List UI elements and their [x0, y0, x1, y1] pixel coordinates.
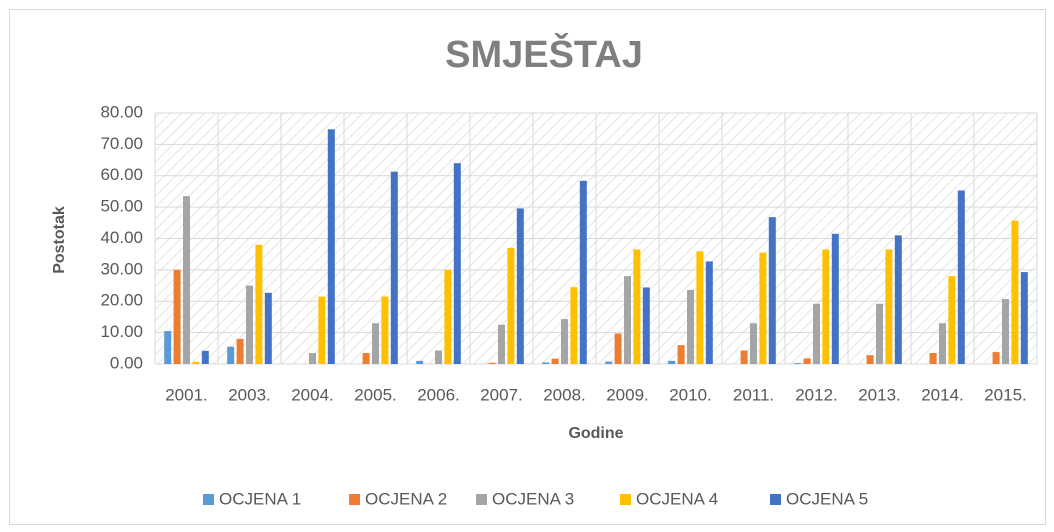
- bar: [372, 323, 379, 364]
- bar: [677, 345, 685, 364]
- bar: [390, 171, 398, 364]
- x-tick-label: 2009.: [606, 385, 649, 404]
- bar: [750, 323, 757, 364]
- bar: [516, 208, 524, 364]
- bar: [705, 261, 713, 364]
- x-tick-label: 2013.: [858, 385, 901, 404]
- x-tick-label: 2001.: [165, 385, 208, 404]
- legend-swatch: [770, 494, 781, 505]
- bar: [929, 353, 937, 364]
- legend-label: OCJENA 1: [219, 489, 301, 508]
- bar: [1002, 299, 1009, 364]
- x-tick-label: 2006.: [417, 385, 460, 404]
- bar: [327, 129, 335, 364]
- bar: [183, 196, 190, 364]
- bar: [542, 362, 550, 364]
- bar: [642, 287, 650, 364]
- x-axis-label: Godine: [568, 425, 623, 442]
- legend-label: OCJENA 4: [636, 489, 718, 508]
- legend-swatch: [203, 494, 214, 505]
- bar: [551, 358, 559, 364]
- bar: [570, 287, 578, 364]
- y-tick-label: 70.00: [100, 134, 143, 153]
- bar: [381, 296, 389, 364]
- bar: [488, 362, 496, 364]
- bar: [939, 323, 946, 364]
- x-tick-label: 2015.: [984, 385, 1027, 404]
- bar: [444, 269, 452, 364]
- legend-label: OCJENA 2: [365, 489, 447, 508]
- x-tick-label: 2012.: [795, 385, 838, 404]
- bar: [318, 296, 326, 364]
- bar: [605, 361, 613, 364]
- bar: [255, 244, 263, 364]
- bar: [416, 360, 424, 364]
- bar: [822, 249, 830, 364]
- bar: [1011, 220, 1019, 364]
- bar: [803, 358, 811, 364]
- x-tick-label: 2010.: [669, 385, 712, 404]
- y-tick-label: 80.00: [100, 102, 143, 121]
- bar: [236, 338, 244, 364]
- bar: [885, 249, 893, 364]
- bar: [768, 217, 776, 364]
- bar: [957, 190, 965, 364]
- bar: [561, 319, 568, 364]
- bar: [164, 331, 172, 364]
- bar: [579, 180, 587, 364]
- bar: [1020, 272, 1028, 364]
- bar: [831, 233, 839, 364]
- bar: [309, 353, 316, 364]
- bar: [668, 360, 676, 364]
- bar: [507, 247, 515, 364]
- y-tick-label: 60.00: [100, 165, 143, 184]
- bar: [740, 350, 748, 364]
- bar: [201, 350, 209, 364]
- x-tick-label: 2004.: [291, 385, 334, 404]
- legend-swatch: [620, 494, 631, 505]
- y-tick-label: 10.00: [100, 322, 143, 341]
- bar: [435, 350, 442, 364]
- bar: [696, 251, 704, 364]
- bar: [498, 324, 505, 364]
- x-tick-label: 2011.: [733, 385, 774, 404]
- bar: [992, 352, 1000, 364]
- x-tick-label: 2003.: [228, 385, 271, 404]
- bar: [894, 235, 902, 364]
- bar: [453, 163, 461, 364]
- x-tick-label: 2005.: [354, 385, 397, 404]
- bar: [192, 361, 200, 364]
- y-tick-label: 30.00: [100, 259, 143, 278]
- bar: [948, 276, 956, 364]
- bar: [362, 353, 370, 364]
- bar: [264, 292, 272, 364]
- bar: [227, 346, 235, 364]
- bar: [866, 355, 874, 364]
- bar: [813, 303, 820, 364]
- bar: [794, 363, 802, 364]
- bar: [614, 333, 622, 364]
- x-tick-label: 2014.: [921, 385, 964, 404]
- bar: [173, 269, 181, 364]
- bar: [624, 276, 631, 364]
- chart-title: SMJEŠTAJ: [445, 31, 643, 76]
- y-axis-label: Postotak: [51, 206, 68, 274]
- legend-label: OCJENA 5: [786, 489, 868, 508]
- y-tick-label: 50.00: [100, 197, 143, 216]
- bar: [633, 249, 641, 364]
- x-tick-label: 2008.: [543, 385, 586, 404]
- bar: [759, 252, 767, 364]
- bar: [876, 303, 883, 364]
- bar: [687, 289, 694, 364]
- y-tick-label: 0.00: [110, 353, 143, 372]
- legend-swatch: [476, 494, 487, 505]
- x-tick-label: 2007.: [480, 385, 523, 404]
- y-tick-label: 40.00: [100, 228, 143, 247]
- bar: [246, 285, 253, 364]
- y-tick-label: 20.00: [100, 291, 143, 310]
- legend-swatch: [349, 494, 360, 505]
- legend-label: OCJENA 3: [492, 489, 574, 508]
